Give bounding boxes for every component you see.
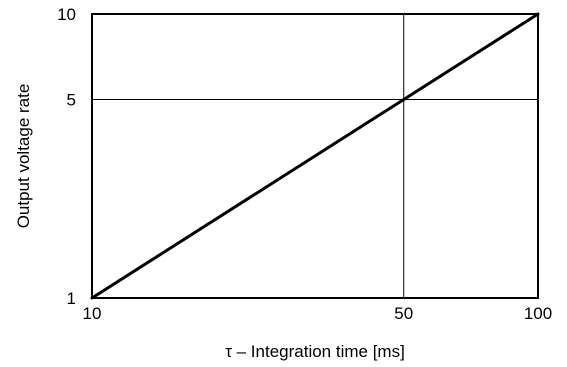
x-tick-label-100: 100 bbox=[524, 304, 552, 323]
grid-layer bbox=[92, 14, 538, 298]
y-tick-label-5: 5 bbox=[67, 90, 76, 109]
plot-frame bbox=[91, 13, 539, 299]
series-line-0 bbox=[90, 12, 540, 300]
tick-layer: 10 50 100 1 5 10 bbox=[57, 5, 552, 323]
x-tick-label-10: 10 bbox=[83, 304, 102, 323]
x-axis-label: τ – Integration time [ms] bbox=[225, 342, 405, 361]
series-layer bbox=[90, 12, 540, 300]
y-tick-label-1: 1 bbox=[67, 289, 76, 308]
y-tick-label-10: 10 bbox=[57, 5, 76, 24]
y-axis-label: Output voltage rate bbox=[14, 84, 33, 229]
x-tick-label-50: 50 bbox=[394, 304, 413, 323]
